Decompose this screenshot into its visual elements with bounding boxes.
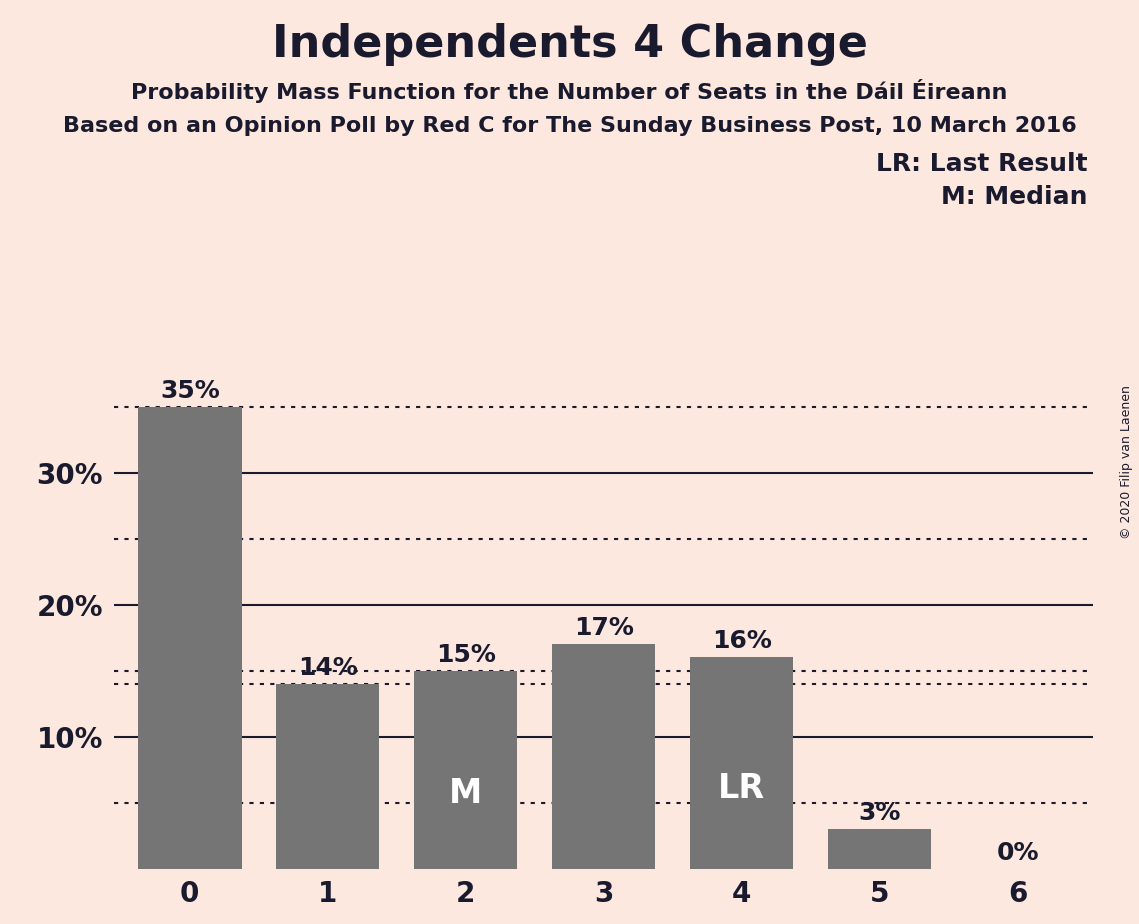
Text: M: M — [449, 777, 482, 809]
Bar — [690, 657, 794, 869]
Text: 35%: 35% — [159, 379, 220, 403]
Text: Independents 4 Change: Independents 4 Change — [271, 23, 868, 67]
Text: M: Median: M: Median — [941, 185, 1088, 209]
Text: 15%: 15% — [436, 642, 495, 666]
Text: 14%: 14% — [297, 656, 358, 680]
Text: 0%: 0% — [997, 841, 1039, 865]
Text: © 2020 Filip van Laenen: © 2020 Filip van Laenen — [1121, 385, 1133, 539]
Text: Probability Mass Function for the Number of Seats in the Dáil Éireann: Probability Mass Function for the Number… — [131, 79, 1008, 103]
Bar — [413, 671, 517, 869]
Bar — [828, 829, 932, 869]
Bar — [138, 407, 241, 869]
Text: LR: Last Result: LR: Last Result — [876, 152, 1088, 176]
Text: Based on an Opinion Poll by Red C for The Sunday Business Post, 10 March 2016: Based on an Opinion Poll by Red C for Th… — [63, 116, 1076, 136]
Text: 17%: 17% — [574, 616, 633, 640]
Bar — [552, 644, 655, 869]
Bar — [276, 684, 379, 869]
Text: 16%: 16% — [712, 629, 771, 653]
Text: 3%: 3% — [859, 801, 901, 825]
Text: LR: LR — [718, 772, 765, 805]
